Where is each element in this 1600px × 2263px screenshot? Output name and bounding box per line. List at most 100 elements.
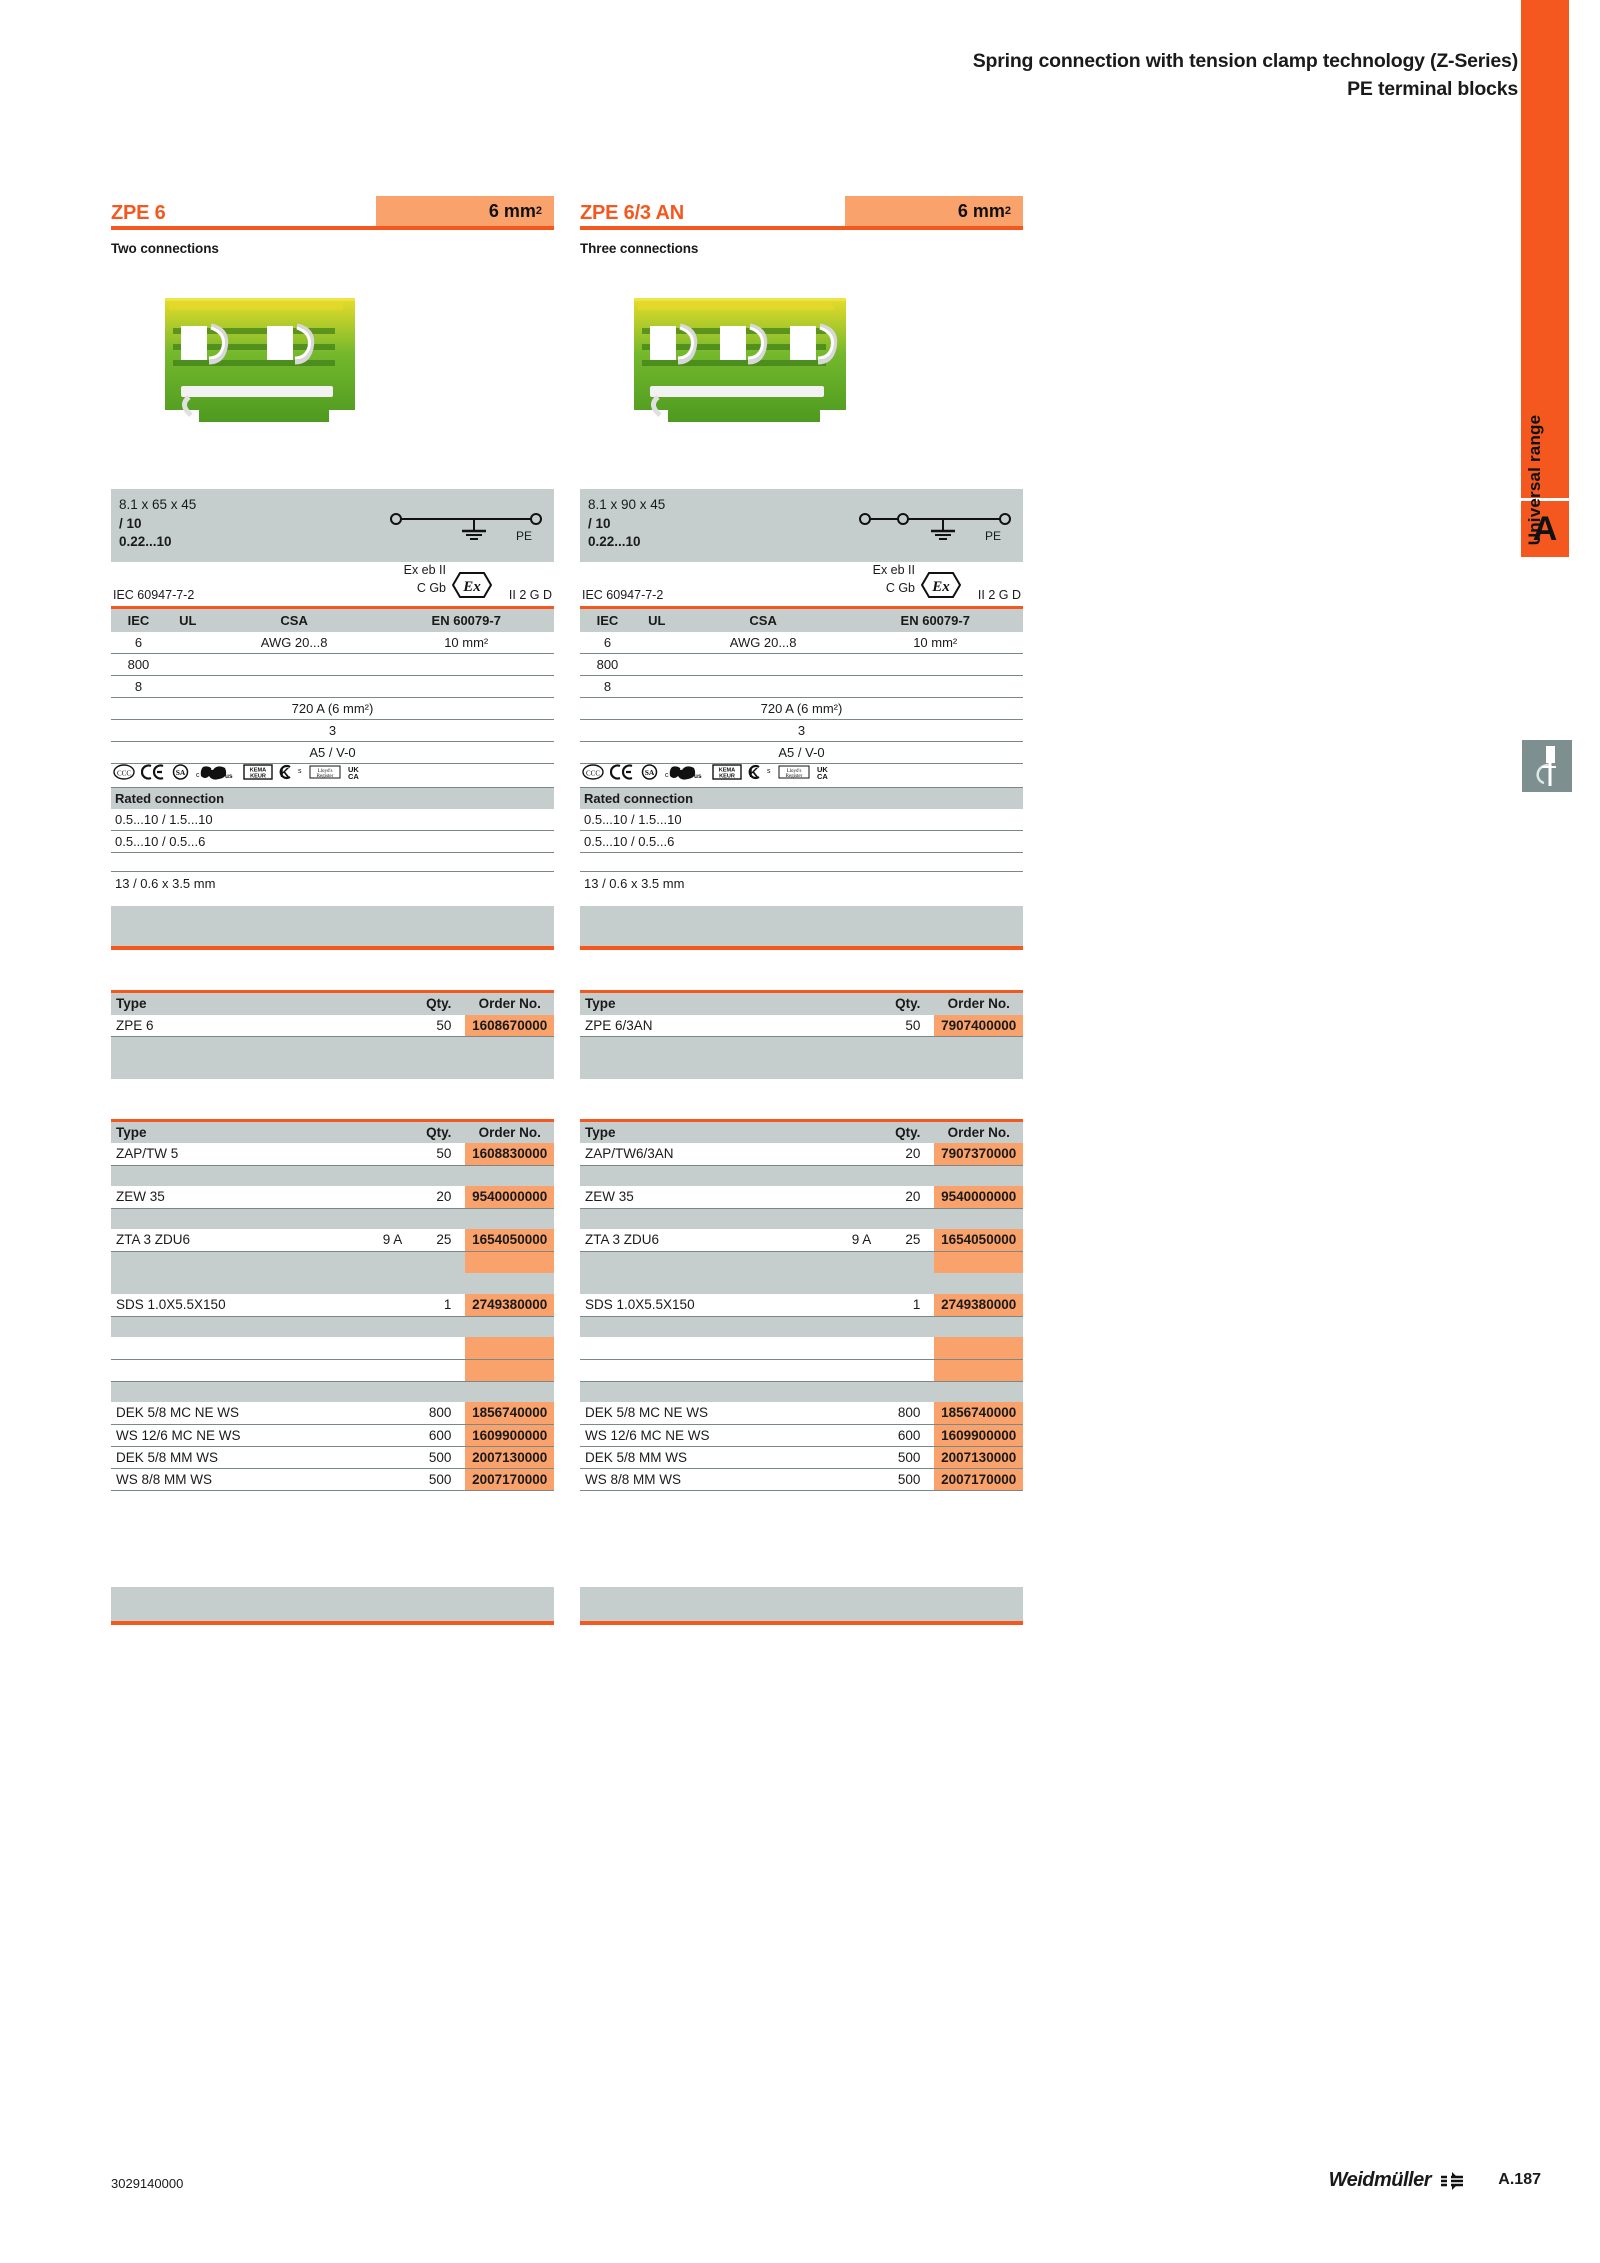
table-spacer-row (111, 1165, 554, 1186)
cell-order-no[interactable]: 2007130000 (465, 1446, 554, 1469)
spec-cell-1 (634, 675, 679, 698)
col-header-type: Type (111, 1118, 360, 1143)
cell-type: SDS 1.0X5.5X150 (580, 1294, 829, 1317)
cell-order-no[interactable]: 2007170000 (934, 1468, 1023, 1491)
dimension-block: 8.1 x 65 x 45 / 10 0.22...10 PE (111, 489, 554, 562)
table-row[interactable]: SDS 1.0X5.5X150 1 2749380000 (111, 1294, 554, 1317)
rail-section-letter[interactable]: A (1521, 501, 1569, 557)
cell-order-no[interactable]: 9540000000 (934, 1186, 1023, 1209)
cell-order-no[interactable]: 7907370000 (934, 1143, 1023, 1166)
table-row[interactable]: ZEW 35 20 9540000000 (111, 1186, 554, 1209)
table-row[interactable]: WS 8/8 MM WS 500 2007170000 (580, 1468, 1023, 1491)
cell-qty: 600 (881, 1424, 935, 1447)
atex-ex-icon: Ex (451, 572, 493, 598)
tool-value: 13 / 0.6 x 3.5 mm (584, 876, 685, 891)
atex-ex-icon: Ex (920, 572, 962, 598)
table-row[interactable]: ZAP/TW 5 50 1608830000 (111, 1143, 554, 1166)
table-row[interactable]: ZPE 6 50 1608670000 (111, 1014, 554, 1037)
cell-order-no[interactable]: 2749380000 (465, 1294, 554, 1317)
spec-cell-2: AWG 20...8 (209, 632, 379, 654)
cell-order-no[interactable]: 9540000000 (465, 1186, 554, 1209)
rail-range-band[interactable]: Universal range (1521, 0, 1569, 545)
table-row (111, 1359, 554, 1382)
table-row[interactable]: DEK 5/8 MM WS 500 2007130000 (580, 1446, 1023, 1469)
dimension-block: 8.1 x 90 x 45 / 10 0.22...10 PE (580, 489, 1023, 562)
cell-qty: 50 (412, 1143, 466, 1166)
cell-qty: 500 (881, 1446, 935, 1469)
spec-value: 720 A (6 mm²) (111, 697, 554, 720)
atex-ex-icon-wrap: Ex (920, 572, 962, 601)
spec-cell-1 (165, 653, 210, 676)
cell-order-no[interactable]: 2749380000 (934, 1294, 1023, 1317)
norms-row: IEC 60947-7-2 Ex eb II C Gb Ex II 2 G D (111, 562, 554, 606)
spec-cell-1 (165, 632, 210, 654)
col-header-qty: Qty. (881, 1118, 935, 1143)
cell-qty: 25 (412, 1229, 466, 1252)
cell-order-no[interactable]: 7907400000 (934, 1014, 1023, 1037)
svg-text:Ex: Ex (931, 579, 950, 595)
spec-value: 3 (111, 719, 554, 742)
table-row[interactable]: ZEW 35 20 9540000000 (580, 1186, 1023, 1209)
svg-text:Ex: Ex (462, 579, 481, 595)
spec-cell-1 (634, 632, 679, 654)
cell-order-no[interactable]: 1856740000 (465, 1402, 554, 1425)
cell-order-no[interactable]: 1609900000 (934, 1424, 1023, 1447)
table-row[interactable]: ZPE 6/3AN 50 7907400000 (580, 1014, 1023, 1037)
cell-order-no[interactable]: 1856740000 (934, 1402, 1023, 1425)
cell-order-no[interactable]: 2007170000 (465, 1468, 554, 1491)
svg-text:CCC: CCC (586, 770, 600, 778)
svg-text:s: s (298, 768, 302, 775)
svg-text:c: c (665, 772, 669, 779)
table-row[interactable]: WS 12/6 MC NE WS 600 1609900000 (580, 1424, 1023, 1447)
spacing-value: / 10 (119, 515, 142, 531)
cell-order-no[interactable]: 1608830000 (465, 1143, 554, 1166)
title-underline (580, 226, 1023, 230)
cell-order-no[interactable]: 1654050000 (934, 1229, 1023, 1252)
cross-section-badge: 6 mm 2 (845, 196, 1023, 226)
svg-text:SA: SA (176, 768, 186, 777)
cell-amp (359, 1294, 413, 1317)
spec-header-0: IEC (580, 606, 635, 632)
order-table: Type Qty. Order No. ZPE 6/3AN 50 7907400… (580, 990, 1023, 1079)
table-row[interactable]: DEK 5/8 MM WS 500 2007130000 (111, 1446, 554, 1469)
spec-header-3: EN 60079-7 (378, 606, 554, 632)
spec-row-wide: 720 A (6 mm²) (111, 697, 554, 720)
norms-row: IEC 60947-7-2 Ex eb II C Gb Ex II 2 G D (580, 562, 1023, 606)
table-row[interactable]: DEK 5/8 MC NE WS 800 1856740000 (580, 1402, 1023, 1425)
header-line-2: PE terminal blocks (1347, 77, 1518, 100)
spec-cell-3: 10 mm² (378, 632, 554, 654)
table-spacer-row (580, 1165, 1023, 1186)
cell-order-no[interactable]: 1654050000 (465, 1229, 554, 1252)
cell-order-no[interactable]: 1608670000 (465, 1014, 554, 1037)
cell-type: DEK 5/8 MM WS (111, 1446, 360, 1469)
spec-cell-3 (378, 675, 554, 698)
svg-text:Lloyd's: Lloyd's (318, 769, 333, 774)
svg-text:CCC: CCC (117, 770, 131, 778)
cell-type: WS 12/6 MC NE WS (580, 1424, 829, 1447)
spec-cell-3: 10 mm² (847, 632, 1023, 654)
table-row[interactable]: WS 12/6 MC NE WS 600 1609900000 (111, 1424, 554, 1447)
spec-row: 8 (580, 675, 1023, 698)
brand-logo: Weidmüller (1329, 2169, 1465, 2192)
ce-mark-icon (140, 764, 166, 785)
table-row[interactable]: ZAP/TW6/3AN 20 7907370000 (580, 1143, 1023, 1166)
cell-order-no[interactable]: 1609900000 (465, 1424, 554, 1447)
cell-amp (828, 1402, 882, 1425)
table-row[interactable]: ZTA 3 ZDU6 9 A 25 1654050000 (111, 1229, 554, 1252)
ce-mark-icon (609, 764, 635, 785)
cell-order-no[interactable]: 2007130000 (934, 1446, 1023, 1469)
table-spacer-row (111, 1036, 554, 1058)
col-header-order-no: Order No. (934, 1118, 1023, 1143)
table-row[interactable]: WS 8/8 MM WS 500 2007170000 (111, 1468, 554, 1491)
ccc-mark-icon: CCC (582, 764, 604, 785)
col-header-order-no: Order No. (465, 990, 554, 1015)
table-row[interactable]: SDS 1.0X5.5X150 1 2749380000 (580, 1294, 1023, 1317)
table-row[interactable]: ZTA 3 ZDU6 9 A 25 1654050000 (580, 1229, 1023, 1252)
product-name: ZPE 6 (111, 202, 166, 224)
spec-cell-1 (165, 675, 210, 698)
spec-cell-1 (634, 653, 679, 676)
grey-filler-block (111, 906, 554, 950)
tool-value: 13 / 0.6 x 3.5 mm (115, 876, 216, 891)
table-row[interactable]: DEK 5/8 MC NE WS 800 1856740000 (111, 1402, 554, 1425)
cell-amp (359, 1014, 413, 1037)
